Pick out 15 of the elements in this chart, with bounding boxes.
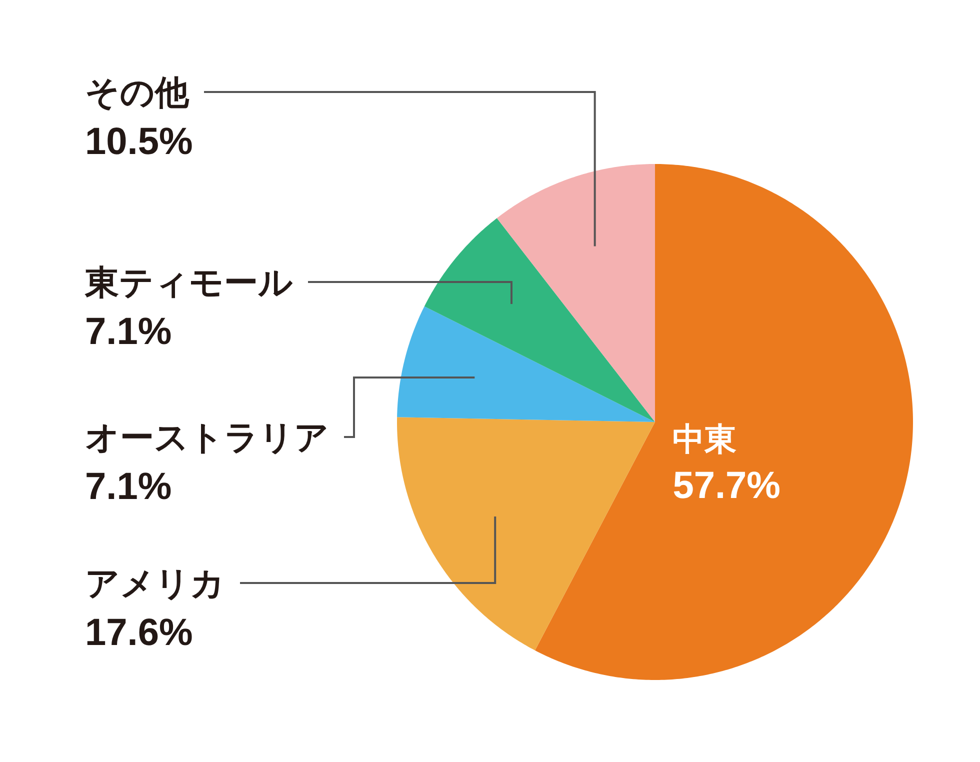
data-label: 17.6% xyxy=(85,612,193,654)
pie-slice xyxy=(496,164,655,422)
pie-slice xyxy=(424,218,655,422)
slice-label: その他 xyxy=(85,74,190,112)
slice-label: オーストラリア xyxy=(85,419,329,457)
data-label: 57.7% xyxy=(672,464,780,507)
pie-slice xyxy=(397,417,655,650)
pie-slice xyxy=(534,164,913,680)
data-label: 7.1% xyxy=(85,466,172,508)
data-label: 7.1% xyxy=(85,311,172,353)
pie-slice xyxy=(397,306,655,422)
data-label: 10.5% xyxy=(85,121,193,163)
slice-label: 東ティモール xyxy=(84,264,293,302)
slice-label: 中東 xyxy=(672,420,737,457)
slice-label: アメリカ xyxy=(85,565,225,603)
